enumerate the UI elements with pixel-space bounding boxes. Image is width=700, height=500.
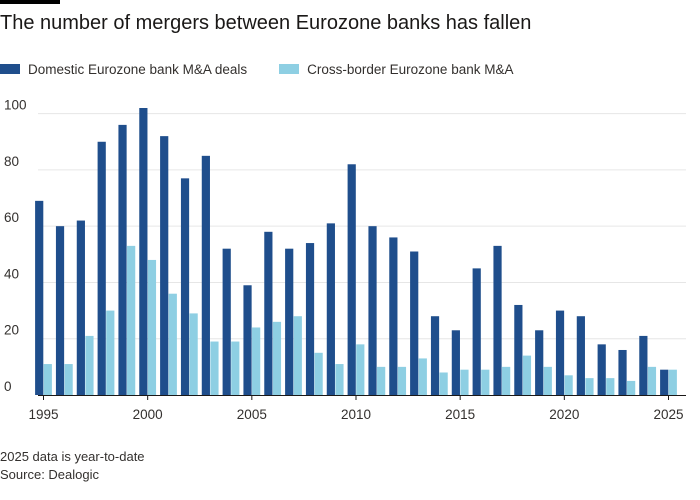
y-tick-label: 0 bbox=[4, 379, 12, 394]
bar-domestic bbox=[35, 200, 44, 395]
bar-domestic bbox=[451, 330, 460, 395]
bar-domestic bbox=[76, 220, 85, 395]
legend-item-domestic: Domestic Eurozone bank M&A deals bbox=[0, 62, 247, 77]
bar-cross-border bbox=[189, 313, 198, 395]
x-tick-label: 2005 bbox=[237, 407, 267, 422]
bar-cross-border bbox=[585, 378, 594, 395]
bar-domestic bbox=[285, 248, 294, 395]
bar-domestic bbox=[160, 136, 169, 395]
bar-cross-border bbox=[210, 341, 219, 395]
bar-cross-border bbox=[522, 355, 532, 395]
bar-cross-border bbox=[314, 352, 323, 395]
bar-cross-border bbox=[272, 321, 282, 395]
bar-domestic bbox=[243, 285, 252, 395]
bar-domestic bbox=[639, 335, 648, 395]
legend: Domestic Eurozone bank M&A deals Cross-b… bbox=[0, 60, 545, 78]
bar-domestic bbox=[472, 268, 481, 395]
bar-cross-border bbox=[231, 341, 240, 395]
bar-domestic bbox=[597, 344, 606, 395]
bar-cross-border bbox=[106, 310, 115, 395]
legend-item-cross-border: Cross-border Eurozone bank M&A bbox=[279, 62, 513, 77]
bar-cross-border bbox=[481, 369, 490, 395]
bar-cross-border bbox=[627, 380, 636, 395]
bar-domestic bbox=[201, 155, 210, 395]
bar-domestic bbox=[222, 248, 231, 395]
bar-domestic bbox=[264, 231, 273, 395]
header-rule bbox=[0, 0, 60, 4]
bar-domestic bbox=[97, 141, 106, 395]
legend-label-cross-border: Cross-border Eurozone bank M&A bbox=[307, 61, 514, 77]
bar-domestic bbox=[389, 237, 398, 395]
bar-cross-border bbox=[543, 366, 552, 395]
x-tick-label: 2000 bbox=[133, 407, 163, 422]
x-tick-label: 2020 bbox=[549, 407, 579, 422]
legend-swatch-cross-border bbox=[279, 64, 300, 74]
bar-chart: 0 20 40 60 80 100 1995 2000 2005 2010 2015 2020 2025 bbox=[4, 98, 686, 422]
x-tick-label: 2025 bbox=[653, 407, 683, 422]
bar-domestic bbox=[347, 164, 356, 395]
bar-domestic bbox=[326, 223, 335, 395]
bar-domestic bbox=[430, 316, 440, 395]
legend-label-domestic: Domestic Eurozone bank M&A deals bbox=[28, 61, 248, 77]
x-tick-label: 1995 bbox=[28, 407, 58, 422]
bar-cross-border bbox=[252, 327, 261, 395]
bar-cross-border bbox=[64, 364, 73, 395]
bar-cross-border bbox=[397, 366, 407, 395]
bar-cross-border bbox=[502, 366, 511, 395]
y-tick-label: 20 bbox=[4, 323, 19, 338]
bar-cross-border bbox=[647, 366, 657, 395]
bar-cross-border bbox=[293, 316, 302, 395]
legend-swatch-domestic bbox=[0, 64, 20, 74]
x-tick-label: 2010 bbox=[341, 407, 371, 422]
y-tick-label: 60 bbox=[4, 210, 19, 225]
bar-domestic bbox=[535, 330, 544, 395]
footnote: 2025 data is year-to-date bbox=[0, 449, 145, 464]
bar-cross-border bbox=[418, 358, 427, 395]
y-tick-label: 100 bbox=[4, 98, 27, 113]
bar-domestic bbox=[514, 304, 523, 395]
bar-cross-border bbox=[564, 375, 573, 395]
bar-domestic bbox=[555, 310, 565, 395]
source-note: Source: Dealogic bbox=[0, 467, 99, 482]
bar-cross-border bbox=[460, 369, 469, 395]
bar-domestic bbox=[55, 226, 65, 395]
x-tick-label: 2015 bbox=[445, 407, 475, 422]
bar-cross-border bbox=[439, 372, 448, 395]
bar-cross-border bbox=[85, 335, 94, 395]
bar-domestic bbox=[368, 226, 377, 395]
bar-domestic bbox=[118, 124, 127, 395]
bar-cross-border bbox=[43, 364, 52, 395]
bar-domestic bbox=[493, 245, 502, 395]
y-tick-label: 80 bbox=[4, 154, 19, 169]
bar-cross-border bbox=[127, 245, 136, 395]
bar-domestic bbox=[139, 108, 148, 395]
bar-cross-border bbox=[377, 366, 386, 395]
bar-domestic bbox=[576, 316, 585, 395]
bar-cross-border bbox=[668, 369, 677, 395]
bar-domestic bbox=[305, 243, 315, 395]
bar-domestic bbox=[180, 178, 190, 395]
bar-cross-border bbox=[168, 293, 177, 395]
bar-domestic bbox=[660, 369, 669, 395]
bar-cross-border bbox=[356, 344, 365, 395]
bar-cross-border bbox=[147, 259, 157, 395]
bar-domestic bbox=[410, 251, 419, 395]
y-tick-label: 40 bbox=[4, 266, 19, 281]
bar-cross-border bbox=[606, 378, 615, 395]
bar-domestic bbox=[618, 349, 627, 395]
chart-title: The number of mergers between Eurozone b… bbox=[0, 12, 532, 34]
bar-cross-border bbox=[335, 364, 344, 395]
